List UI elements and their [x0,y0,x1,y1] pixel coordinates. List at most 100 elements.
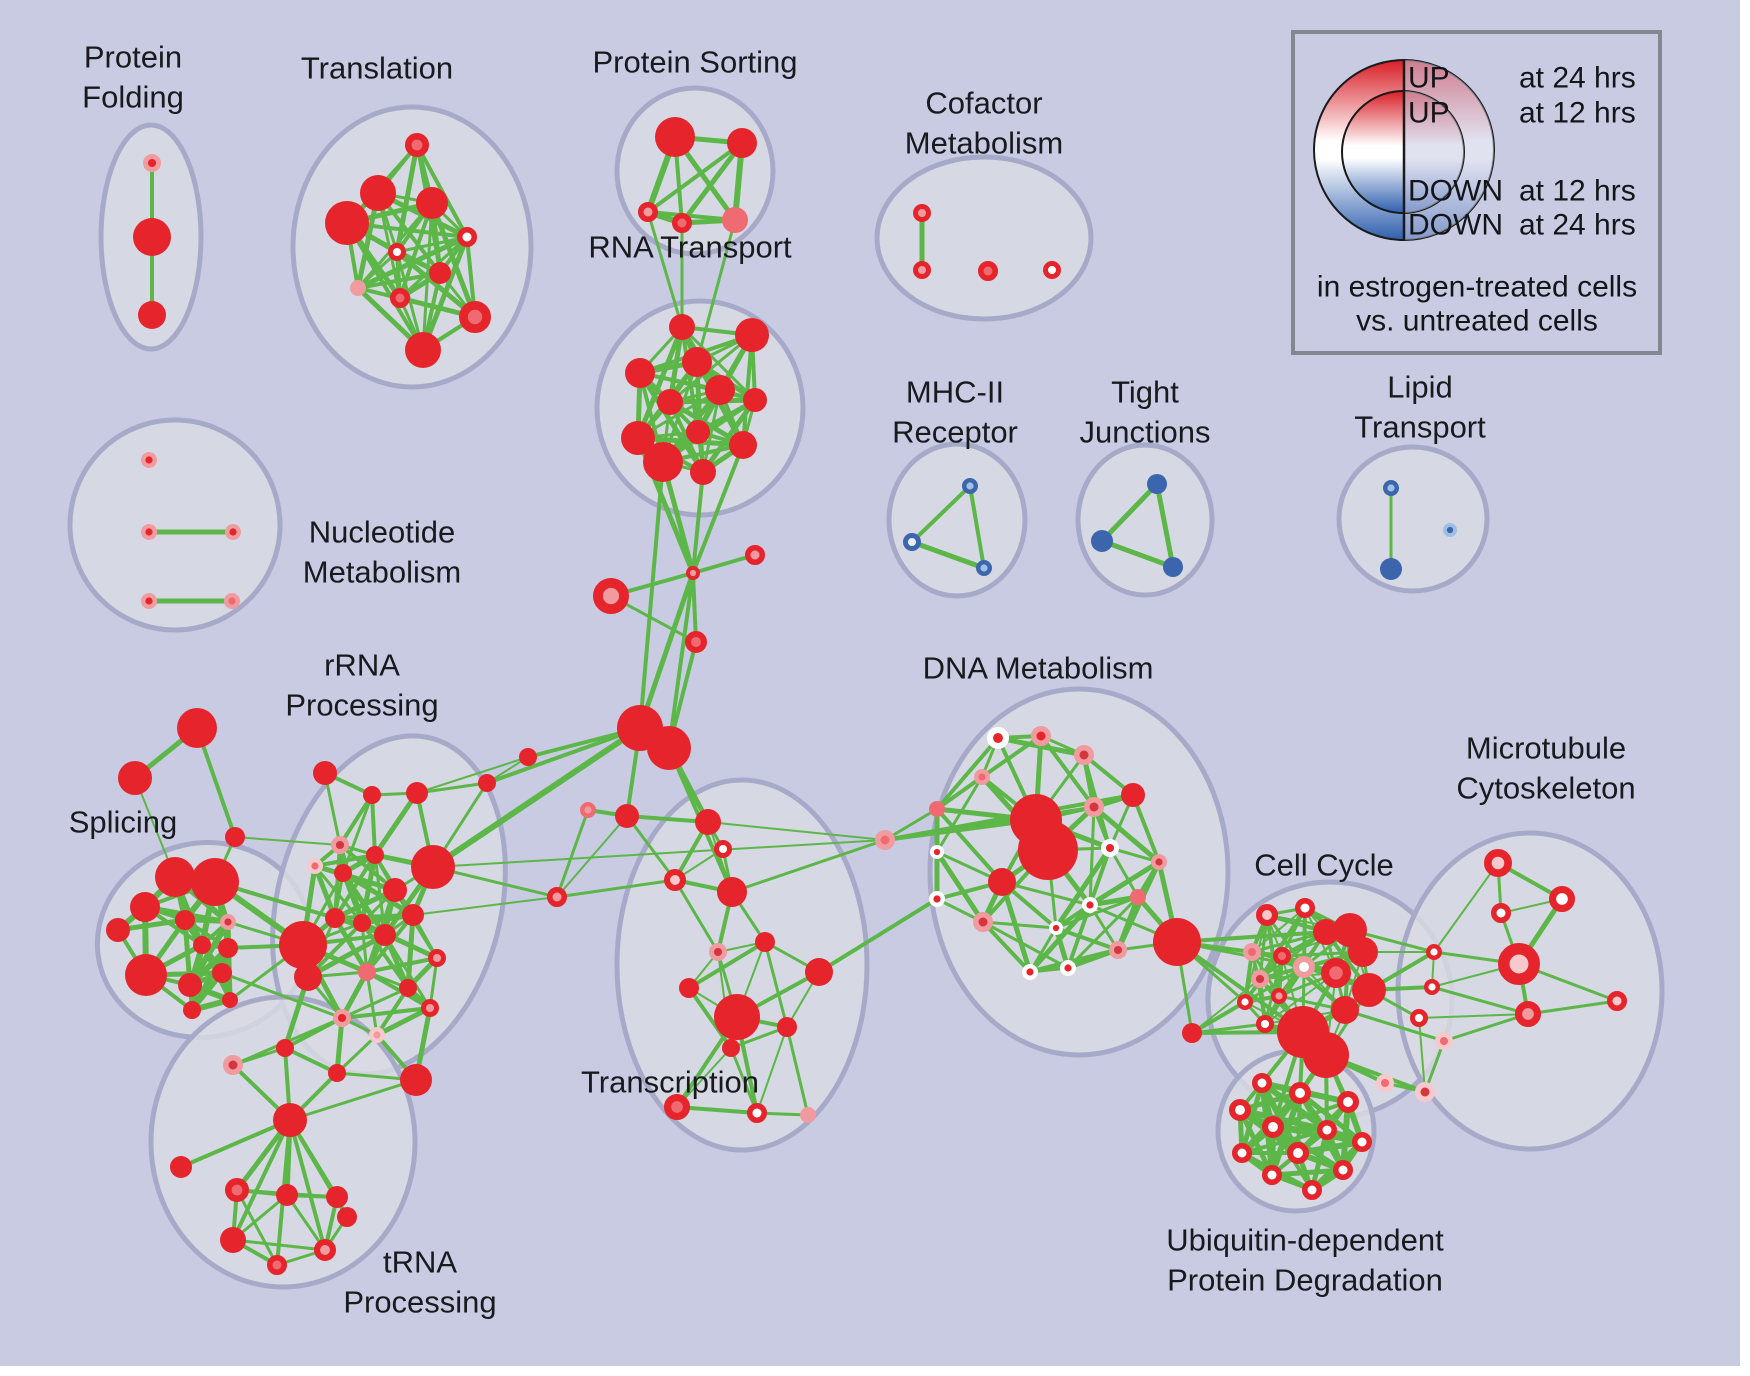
edge-mhc-ii-receptor [968,484,986,570]
node-dna-metabolism [988,868,1016,896]
node-dna-metabolism [1081,897,1098,914]
node-mhc-ii-receptor [962,478,979,495]
node-dna-metabolism [1031,726,1051,746]
cluster-label-mhc-ii-receptor: Receptor [892,415,1018,450]
node-transcription [679,978,699,998]
edge-dna-metabolism [1053,845,1113,931]
node-rna-transport [625,358,655,388]
legend-direction-2: DOWN [1408,175,1503,208]
link-rna-transport--central-hub [691,470,705,575]
cluster-label-splicing: Splicing [69,805,178,840]
node-rrna-processing [279,921,327,969]
cluster-ellipse-dna-metabolism [927,686,1231,1058]
node-dna-metabolism [929,891,946,908]
legend-direction-1: UP [1408,97,1450,130]
node-translation [457,227,477,247]
node-transcription [800,1107,816,1123]
edge-rrna-processing [334,1015,345,1076]
edge-trna-processing [235,1188,279,1267]
node-splicing [175,910,195,930]
edge-transcription [676,1047,732,1108]
edge-trna-processing [231,1118,292,1242]
node-rrna-processing [353,914,371,932]
node-translation [350,280,366,296]
node-lipid-transport [1380,558,1402,580]
node-ubiquitin-degradation [1317,1120,1337,1140]
node-cofactor-metabolism [912,204,931,223]
edge-dna-metabolism [935,775,984,811]
node-splicing-outliers [225,827,245,847]
cluster-ellipse-nucleotide-metabolism [67,417,283,633]
node-translation [390,288,410,308]
link-central-hub--transcription [707,821,886,841]
node-splicing [222,992,238,1008]
node-dna-metabolism [1150,854,1167,871]
node-transcription [695,809,721,835]
node-microtubule-cytoskeleton [1607,991,1627,1011]
node-microtubule-cytoskeleton [1375,1073,1394,1092]
cluster-label-lipid-transport: Transport [1354,410,1486,445]
node-transcription [777,1017,797,1037]
node-cell-cycle [1242,942,1261,961]
node-transcription [547,887,567,907]
node-rna-transport [690,459,716,485]
edge-rna-transport [635,324,685,441]
node-transcription [722,1039,740,1057]
edge-dna-metabolism [999,879,1033,975]
node-microtubule-cytoskeleton [1514,1001,1541,1028]
node-cell-cycle [1331,996,1359,1024]
node-dna-metabolism [1074,745,1094,765]
edge-microtubule-cytoskeleton [1526,999,1619,1016]
node-dna-metabolism [1084,797,1104,817]
edge-rrna-processing [333,853,377,920]
link-splicing-outliers--rrna-processing [234,836,341,846]
node-dna-metabolism [987,727,1010,750]
node-rrna-processing [400,1064,432,1096]
edge-central-hub [691,571,698,644]
edge-translation [429,200,478,320]
node-transcription [580,802,597,819]
node-translation [388,243,407,262]
node-microtubule-cytoskeleton [1415,1082,1435,1102]
node-translation [325,201,369,245]
legend: UP at 24 hrs UP at 12 hrs DOWN at 12 hrs DOWN a… [1291,30,1662,355]
node-trna-processing [267,1255,287,1275]
link-splicing--rrna-processing [220,971,344,1020]
node-central-hub [593,578,630,615]
node-rrna-processing [307,858,324,875]
node-trna-processing [337,1207,357,1227]
node-ubiquitin-degradation [1229,1099,1252,1122]
edge-transcription [675,1105,759,1115]
node-dna-metabolism [1100,838,1119,857]
edge-protein-sorting [646,141,744,214]
edge-transcription [555,878,677,899]
link-central-hub--rrna-processing [415,781,489,795]
node-tight-junctions [1163,557,1183,577]
node-rrna-processing [334,864,352,882]
node-dna-metabolism [1108,940,1127,959]
node-rrna-processing [331,835,350,854]
node-rrna-processing [399,979,417,997]
node-ubiquitin-degradation [1287,1142,1310,1165]
edge-dna-metabolism [934,849,986,925]
node-splicing [178,973,202,997]
node-protein-folding [138,301,166,329]
node-tight-junctions [1147,474,1167,494]
edge-dna-metabolism [1054,895,1140,930]
node-central-hub [478,774,496,792]
node-trna-processing [223,1055,243,1075]
node-protein-sorting [672,213,692,233]
node-rna-transport [657,389,683,415]
node-protein-sorting [638,202,658,222]
cluster-label-trna-processing: tRNA [383,1245,457,1280]
node-microtubule-cytoskeleton [1434,1031,1453,1050]
edge-rna-transport [635,435,746,448]
edge-cell-cycle [1190,1000,1247,1035]
edge-rrna-processing [370,793,377,857]
edge-cell-cycle [1190,1022,1267,1035]
cluster-label-tight-junctions: Junctions [1080,415,1211,450]
edge-tight-junctions [1099,538,1176,570]
node-ubiquitin-degradation [1337,1091,1360,1114]
edge-dna-metabolism [1087,859,1162,908]
edge-dna-metabolism [981,920,1058,930]
